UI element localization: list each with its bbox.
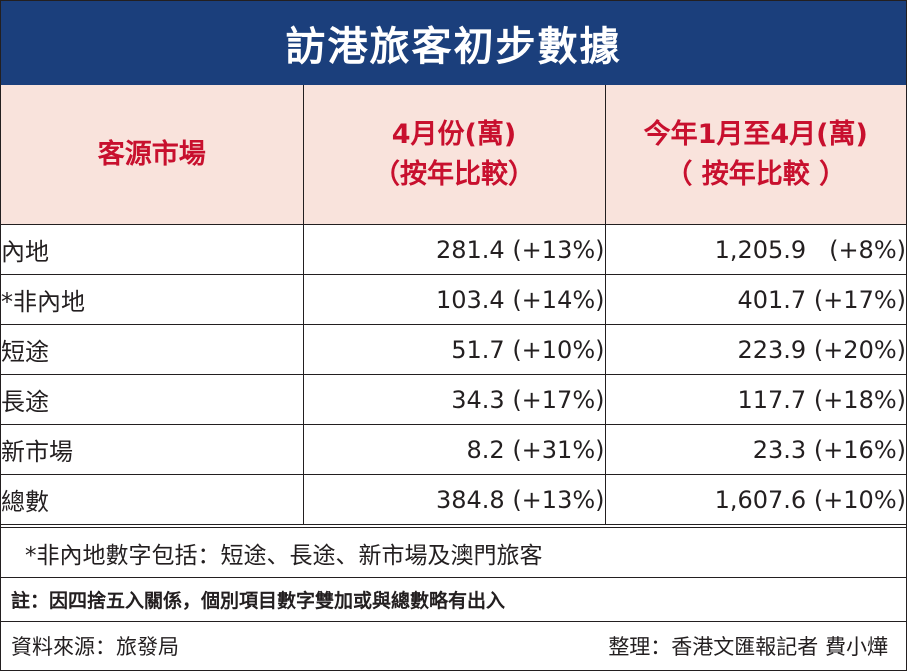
market-cell: 內地: [1, 224, 304, 275]
ytd-value-cell: 117.7 (+18%): [604, 374, 906, 425]
april-value-cell: 51.7 (+10%): [302, 324, 606, 375]
header-april-line1: 4月份(萬): [391, 118, 517, 150]
visitor-stats-table: 客源市場 4月份(萬) （按年比較） 今年1月至4月(萬) （ 按年比較 ） 內…: [1, 85, 906, 525]
market-cell: 新市場: [1, 424, 304, 475]
reporter-credit: 整理：香港文匯報記者 費小燁: [608, 635, 888, 659]
april-value-cell: 34.3 (+17%): [302, 374, 606, 425]
table-row: 新市場 8.2 (+31%) 23.3 (+16%): [1, 424, 906, 475]
rounding-note: 註：因四捨五入關係，個別項目數字雙加或與總數略有出入: [1, 577, 906, 621]
market-cell: 長途: [1, 374, 304, 425]
ytd-value-cell: 1,205.9 (+8%): [604, 224, 906, 275]
infographic-title: 訪港旅客初步數據: [1, 1, 906, 85]
source-credit-bar: 資料來源：旅發局 整理：香港文匯報記者 費小燁: [1, 621, 906, 670]
header-april-line2: （按年比較）: [373, 158, 535, 190]
data-source: 資料來源：旅發局: [11, 635, 179, 659]
ytd-value-cell: 223.9 (+20%): [604, 324, 906, 375]
table-row: 總數 384.8 (+13%) 1,607.6 (+10%): [1, 474, 906, 525]
header-ytd-line1: 今年1月至4月(萬): [643, 118, 868, 150]
ytd-value-cell: 23.3 (+16%): [604, 424, 906, 475]
header-april: 4月份(萬) （按年比較）: [302, 85, 606, 225]
table-row: 短途 51.7 (+10%) 223.9 (+20%): [1, 324, 906, 375]
april-value-cell: 103.4 (+14%): [302, 274, 606, 325]
market-cell: 短途: [1, 324, 304, 375]
ytd-value-cell: 1,607.6 (+10%): [604, 474, 906, 525]
table-row: 內地 281.4 (+13%) 1,205.9 (+8%): [1, 224, 906, 275]
non-mainland-footnote: *非內地數字包括：短途、長途、新市場及澳門旅客: [1, 527, 906, 577]
header-ytd: 今年1月至4月(萬) （ 按年比較 ）: [604, 85, 906, 225]
header-ytd-line2: （ 按年比較 ）: [665, 158, 847, 190]
table-row: 長途 34.3 (+17%) 117.7 (+18%): [1, 374, 906, 425]
table-header-row: 客源市場 4月份(萬) （按年比較） 今年1月至4月(萬) （ 按年比較 ）: [1, 85, 906, 225]
april-value-cell: 384.8 (+13%): [302, 474, 606, 525]
header-market: 客源市場: [1, 85, 304, 225]
market-cell: *非內地: [1, 274, 304, 325]
april-value-cell: 8.2 (+31%): [302, 424, 606, 475]
market-cell: 總數: [1, 474, 304, 525]
april-value-cell: 281.4 (+13%): [302, 224, 606, 275]
table-row: *非內地 103.4 (+14%) 401.7 (+17%): [1, 274, 906, 325]
ytd-value-cell: 401.7 (+17%): [604, 274, 906, 325]
